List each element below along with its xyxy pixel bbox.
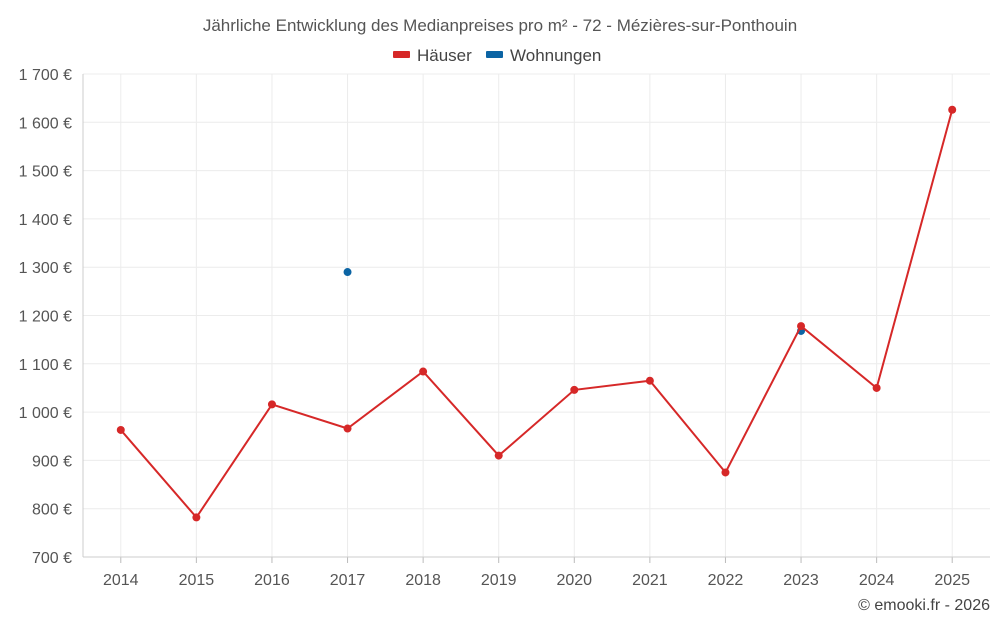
- y-tick-label: 1 700 €: [19, 67, 72, 84]
- x-tick-label: 2018: [405, 572, 441, 589]
- data-point-haeuser-2025[interactable]: [948, 105, 957, 114]
- x-tick-label: 2020: [556, 572, 592, 589]
- x-tick-label: 2015: [179, 572, 215, 589]
- data-point-haeuser-2014[interactable]: [116, 425, 125, 434]
- data-point-haeuser-2018[interactable]: [419, 367, 428, 376]
- data-point-haeuser-2023[interactable]: [797, 322, 806, 331]
- x-tick-label: 2021: [632, 572, 668, 589]
- legend-item-haeuser[interactable]: Häuser: [393, 46, 472, 65]
- legend-swatch-haeuser: [393, 51, 410, 58]
- y-tick-label: 1 600 €: [19, 115, 72, 132]
- y-tick-label: 1 500 €: [19, 164, 72, 181]
- data-point-haeuser-2024[interactable]: [872, 383, 881, 392]
- x-tick-label: 2025: [934, 572, 970, 589]
- y-tick-label: 1 300 €: [19, 260, 72, 277]
- x-tick-label: 2019: [481, 572, 517, 589]
- legend-label-wohnungen: Wohnungen: [510, 46, 601, 65]
- y-tick-label: 800 €: [32, 502, 72, 519]
- legend-swatch-wohnungen: [486, 51, 503, 58]
- series-haeuser: [116, 105, 957, 522]
- x-tick-label: 2023: [783, 572, 819, 589]
- x-tick-label: 2024: [859, 572, 895, 589]
- axes: 700 € 800 € 900 € 1 000 € 1 100 € 1 200 € 1 30…: [19, 67, 990, 589]
- legend: Häuser Wohnungen: [393, 46, 601, 65]
- chart-title: Jährliche Entwicklung des Medianpreises …: [203, 16, 797, 35]
- legend-item-wohnungen[interactable]: Wohnungen: [486, 46, 601, 65]
- data-point-haeuser-2015[interactable]: [192, 513, 201, 522]
- y-tick-label: 1 400 €: [19, 212, 72, 229]
- x-tick-label: 2014: [103, 572, 139, 589]
- x-tick-label: 2022: [708, 572, 744, 589]
- series-line-haeuser: [120, 109, 954, 520]
- y-tick-label: 1 000 €: [19, 405, 72, 422]
- y-tick-label: 1 200 €: [19, 309, 72, 326]
- data-point-haeuser-2021[interactable]: [645, 376, 654, 385]
- y-tick-label: 1 100 €: [19, 357, 72, 374]
- series: [116, 105, 957, 522]
- data-point-haeuser-2020[interactable]: [570, 385, 579, 394]
- y-tick-label: 900 €: [32, 453, 72, 470]
- data-point-haeuser-2019[interactable]: [494, 451, 503, 460]
- x-tick-label: 2017: [330, 572, 366, 589]
- grid: [83, 73, 990, 558]
- data-point-haeuser-2016[interactable]: [267, 400, 276, 409]
- data-point-wohnungen-2017[interactable]: [343, 268, 352, 277]
- x-tick-label: 2016: [254, 572, 290, 589]
- credit-text: © emooki.fr - 2026: [858, 597, 990, 614]
- legend-label-haeuser: Häuser: [417, 46, 472, 65]
- data-point-haeuser-2017[interactable]: [343, 424, 352, 433]
- y-tick-label: 700 €: [32, 550, 72, 567]
- data-point-haeuser-2022[interactable]: [721, 468, 730, 477]
